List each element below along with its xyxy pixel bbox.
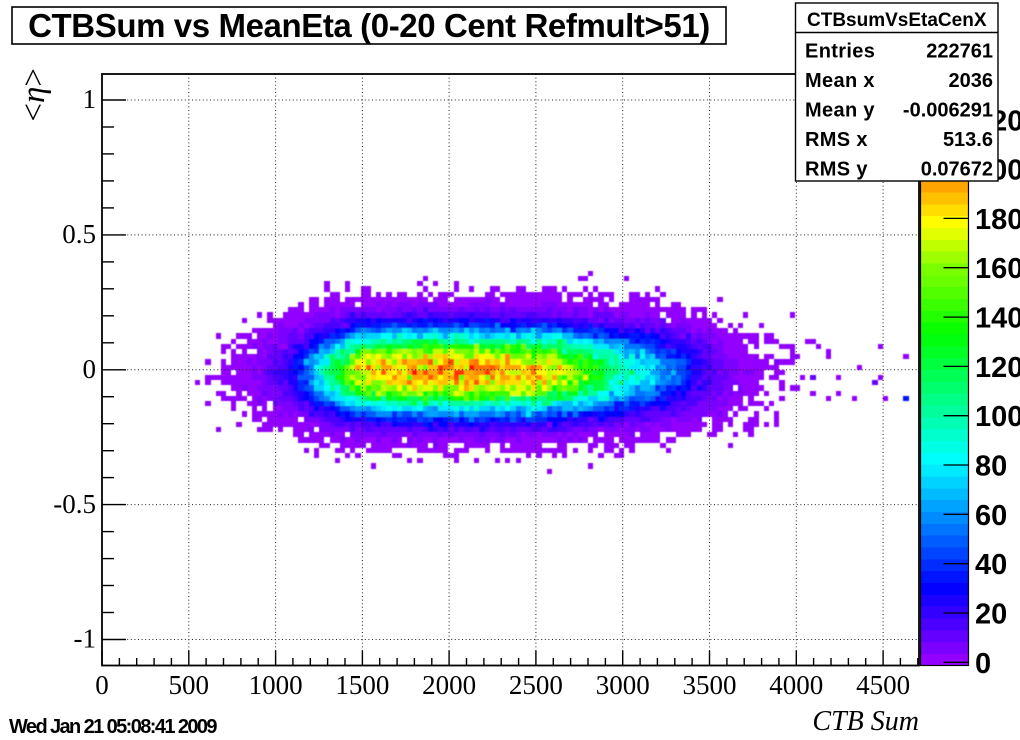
svg-text:120: 120 — [975, 352, 1020, 384]
svg-text:2036: 2036 — [949, 70, 994, 92]
svg-text:0: 0 — [975, 648, 991, 680]
svg-text:Entries: Entries — [805, 41, 875, 63]
svg-text:500: 500 — [169, 670, 210, 700]
svg-text:513.6: 513.6 — [943, 129, 993, 151]
svg-text:-0.5: -0.5 — [53, 489, 96, 519]
svg-text:0.07672: 0.07672 — [921, 159, 993, 181]
svg-text:2000: 2000 — [422, 670, 476, 700]
svg-text:40: 40 — [975, 549, 1007, 581]
svg-text:140: 140 — [975, 303, 1020, 335]
svg-text:0.5: 0.5 — [62, 219, 96, 249]
svg-text:Mean x: Mean x — [805, 70, 875, 92]
svg-text:CTBsumVsEtaCenX: CTBsumVsEtaCenX — [807, 10, 987, 31]
svg-text:CTBSum vs MeanEta (0-20 Cent R: CTBSum vs MeanEta (0-20 Cent Refmult>51) — [28, 7, 710, 44]
svg-text:0: 0 — [95, 670, 109, 700]
svg-text:2500: 2500 — [509, 670, 563, 700]
svg-text:20: 20 — [975, 599, 1007, 631]
svg-text:1: 1 — [83, 84, 97, 114]
svg-text:222761: 222761 — [926, 41, 993, 63]
svg-text:180: 180 — [975, 204, 1020, 236]
svg-text:Mean y: Mean y — [805, 100, 875, 122]
svg-text:1500: 1500 — [335, 670, 389, 700]
svg-text:80: 80 — [975, 451, 1007, 483]
svg-text:RMS y: RMS y — [805, 159, 868, 181]
svg-text:3000: 3000 — [596, 670, 650, 700]
svg-text:160: 160 — [975, 253, 1020, 285]
svg-text:100: 100 — [975, 401, 1020, 433]
svg-text:4500: 4500 — [856, 670, 910, 700]
svg-text:<η>: <η> — [16, 68, 52, 122]
svg-text:-1: -1 — [74, 624, 97, 654]
svg-text:CTB Sum: CTB Sum — [812, 706, 919, 737]
svg-text:1000: 1000 — [249, 670, 303, 700]
svg-text:4000: 4000 — [769, 670, 823, 700]
svg-text:0: 0 — [83, 354, 97, 384]
svg-text:-0.006291: -0.006291 — [903, 100, 993, 122]
svg-text:RMS x: RMS x — [805, 129, 868, 151]
svg-text:60: 60 — [975, 500, 1007, 532]
svg-text:Wed Jan 21 05:08:41 2009: Wed Jan 21 05:08:41 2009 — [9, 716, 217, 738]
svg-text:3500: 3500 — [683, 670, 737, 700]
